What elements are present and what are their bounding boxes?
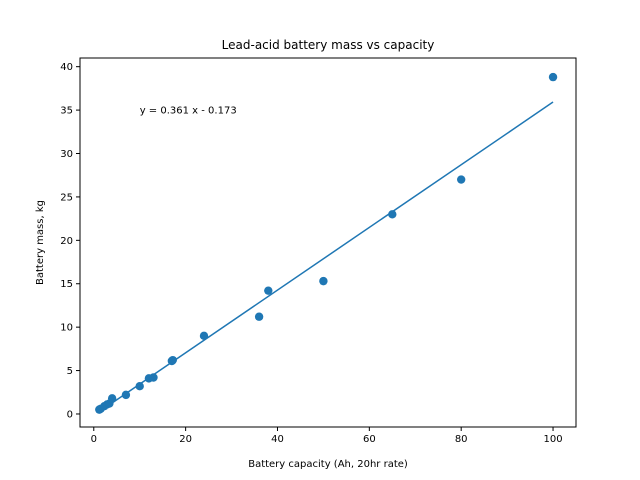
- data-point: [149, 373, 158, 382]
- data-point: [319, 276, 328, 286]
- y-tick-label: 0: [67, 409, 73, 420]
- y-tick-label: 5: [67, 366, 73, 377]
- data-point: [135, 381, 144, 391]
- data-point: [388, 210, 397, 219]
- y-tick-label: 20: [60, 236, 73, 247]
- data-point: [548, 72, 558, 82]
- x-tick-label: 60: [363, 434, 376, 445]
- chart-title: Lead-acid battery mass vs capacity: [222, 38, 435, 52]
- fit-line: [98, 101, 554, 413]
- data-point: [107, 394, 117, 403]
- x-tick-label: 80: [455, 434, 468, 445]
- y-tick-label: 15: [60, 279, 73, 290]
- y-tick-label: 35: [60, 106, 73, 117]
- y-tick-label: 30: [60, 149, 73, 160]
- data-point: [264, 286, 273, 295]
- plot-frame: [79, 57, 577, 428]
- x-tick-label: 0: [91, 434, 97, 445]
- tick-layer: 0 20 40 60 80 100 0 5 10 15 20 25 30 35 40: [60, 62, 562, 445]
- x-tick-label: 40: [271, 434, 284, 445]
- data-point: [456, 175, 466, 184]
- x-tick-label: 100: [543, 434, 562, 445]
- y-tick-label: 25: [60, 192, 73, 203]
- data-point: [168, 355, 177, 365]
- data-point: [199, 331, 209, 341]
- plot-layer: [95, 72, 558, 414]
- data-point: [121, 390, 131, 400]
- data-point: [254, 312, 264, 321]
- x-axis-label: Battery capacity (Ah, 20hr rate): [248, 459, 408, 470]
- y-axis-label: Battery mass, kg: [35, 200, 46, 285]
- y-tick-label: 10: [60, 323, 73, 334]
- fit-equation-annotation: y = 0.361 x - 0.173: [140, 106, 237, 117]
- y-tick-label: 40: [60, 62, 73, 73]
- x-tick-label: 20: [179, 434, 192, 445]
